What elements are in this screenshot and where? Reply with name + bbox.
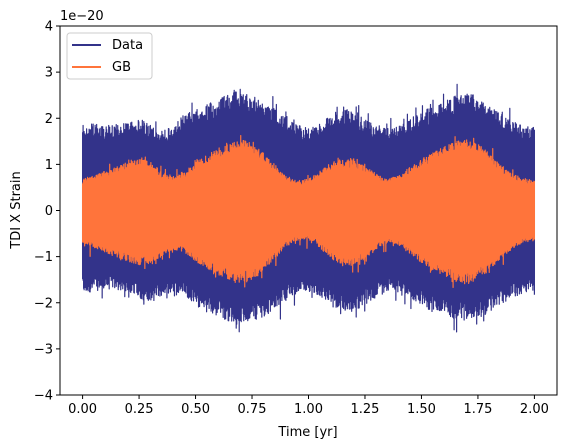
legend-label-gb: GB: [112, 60, 131, 75]
y-axis: −4 −3 −2 −1 0 1 2 3 4: [34, 20, 60, 404]
x-tick-label: 0.75: [238, 402, 267, 417]
y-tick-label: 1: [45, 158, 53, 173]
y-tick-label: −4: [34, 389, 53, 404]
y-axis-label: TDI X Strain: [9, 171, 24, 249]
y-tick-label: 2: [45, 112, 53, 127]
x-tick-label: 1.50: [407, 402, 436, 417]
x-tick-label: 1.25: [351, 402, 380, 417]
x-axis: 0.00 0.25 0.50 0.75 1.00 1.25 1.50 1.75 2.00: [68, 395, 549, 417]
y-tick-label: 0: [45, 204, 53, 219]
legend: Data GB: [66, 32, 153, 80]
x-tick-label: 0.00: [68, 402, 97, 417]
series-layer: [81, 83, 536, 333]
x-tick-label: 1.75: [463, 402, 492, 417]
y-tick-label: −2: [34, 296, 53, 311]
y-tick-label: −3: [34, 342, 53, 357]
x-tick-label: 0.25: [125, 402, 154, 417]
x-axis-label: Time [yr]: [277, 425, 337, 440]
series-line-gb: [81, 134, 536, 288]
legend-label-data: Data: [112, 38, 143, 53]
y-tick-label: −1: [34, 250, 53, 265]
x-tick-label: 0.50: [181, 402, 210, 417]
y-offset-label: 1e−20: [60, 9, 104, 24]
y-tick-label: 3: [45, 66, 53, 81]
y-tick-label: 4: [45, 20, 53, 35]
x-tick-label: 1.00: [294, 402, 323, 417]
x-tick-label: 2.00: [520, 402, 549, 417]
